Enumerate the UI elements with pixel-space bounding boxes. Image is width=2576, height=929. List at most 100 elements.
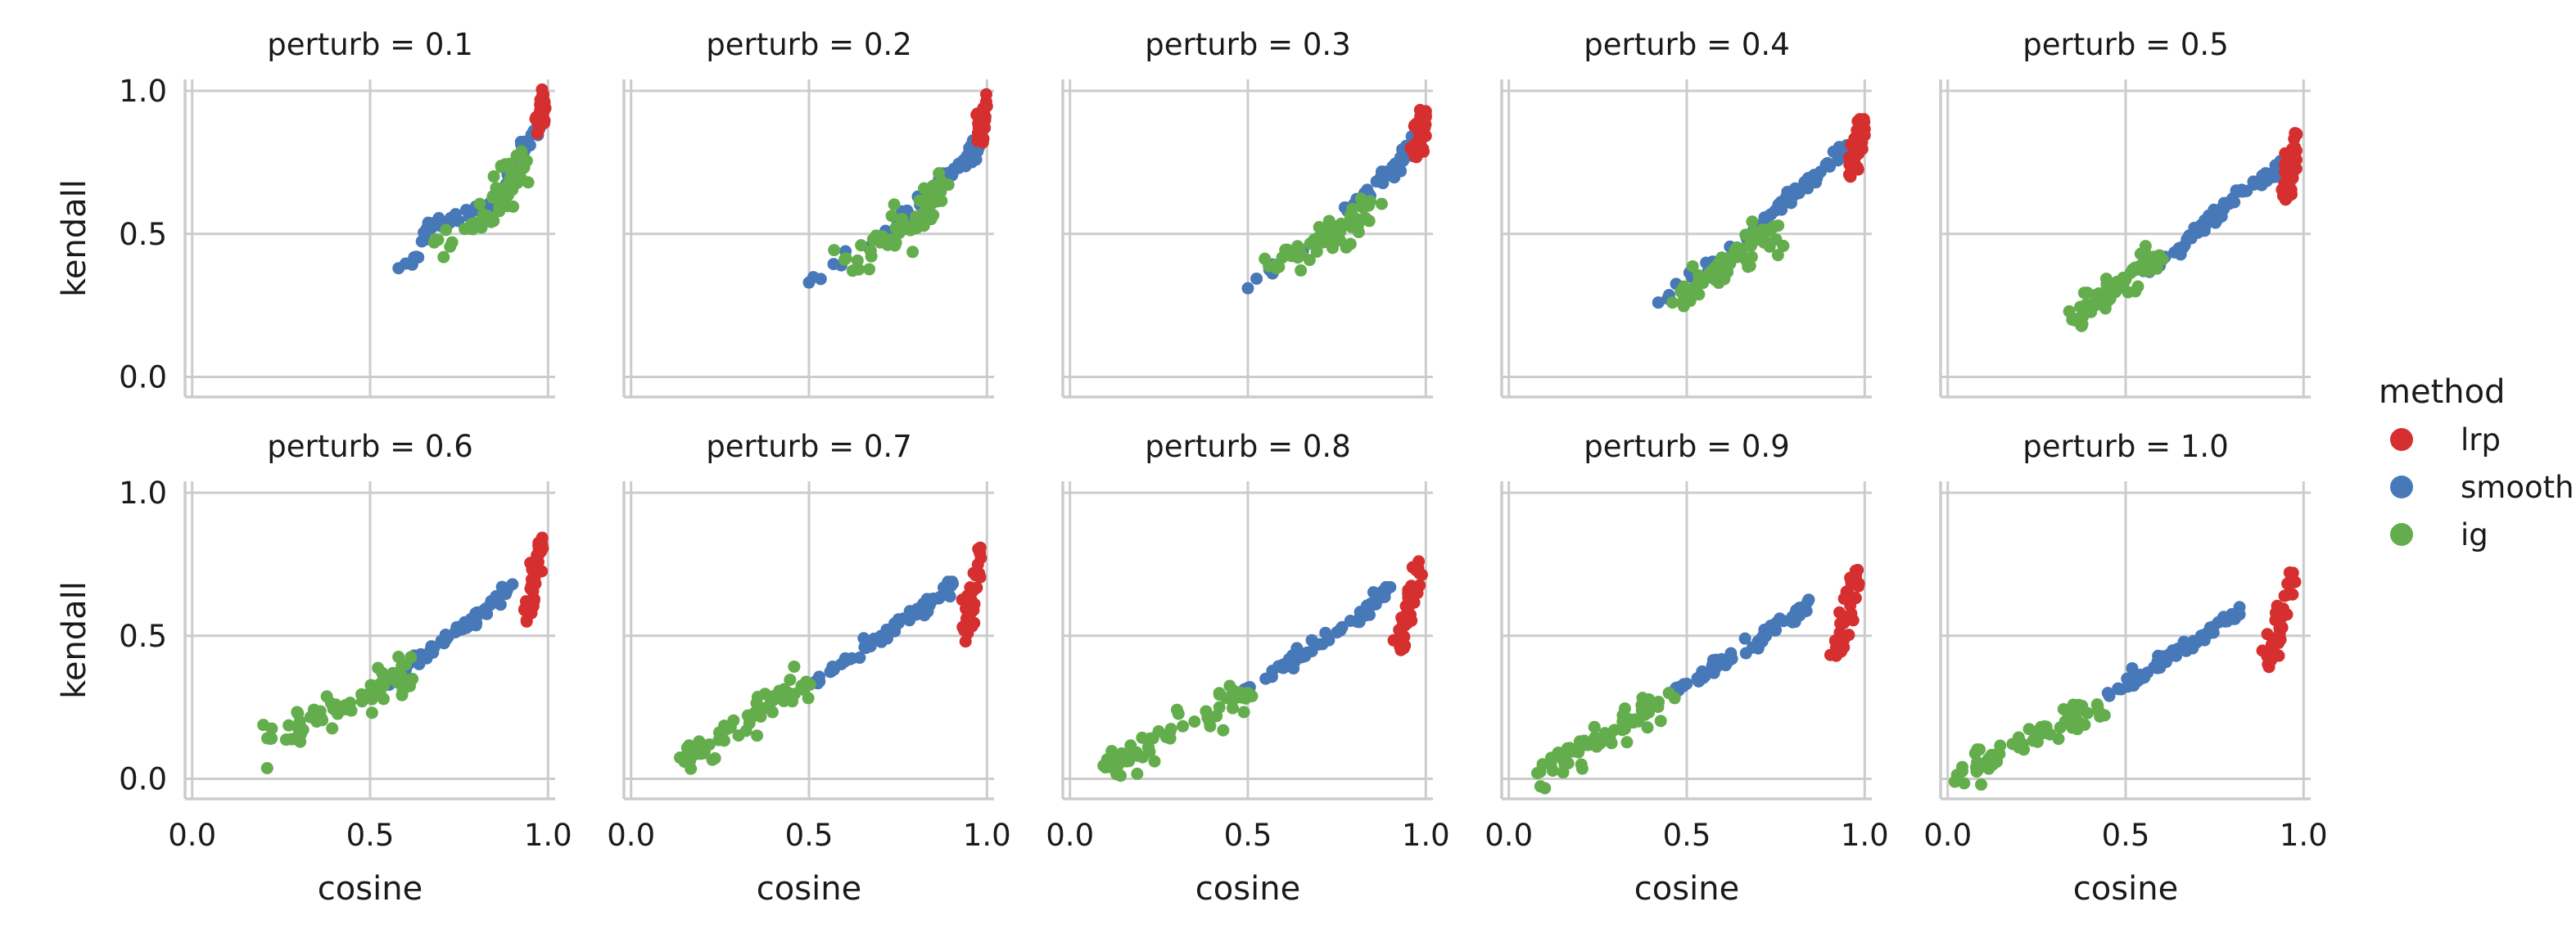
data-point-lrp: [965, 593, 978, 606]
data-point-smooth: [481, 607, 494, 620]
data-point-ig: [1771, 249, 1784, 262]
data-point-lrp: [529, 112, 542, 125]
data-point-ig: [799, 675, 812, 688]
data-point-smooth: [1746, 641, 1759, 654]
data-point-ig: [477, 208, 490, 221]
data-point-ig: [487, 214, 500, 228]
data-point-ig: [1534, 765, 1547, 778]
x-tick-label: 1.0: [963, 818, 1011, 853]
data-point-ig: [1668, 692, 1681, 705]
data-point-ig: [1769, 233, 1783, 246]
data-point-smooth: [2174, 248, 2187, 261]
facet-title: perturb = 0.2: [706, 27, 911, 62]
data-point-ig: [1588, 720, 1601, 733]
data-point-ig: [1226, 701, 1239, 715]
data-point-lrp: [2276, 602, 2289, 616]
data-point-ig: [395, 660, 409, 673]
data-point-smooth: [1319, 626, 1332, 639]
data-point-ig: [1563, 746, 1576, 759]
data-point-smooth: [1241, 282, 1254, 295]
data-point-ig: [372, 661, 385, 674]
data-point-ig: [888, 198, 901, 211]
data-point-ig: [365, 706, 378, 719]
data-point-ig: [331, 707, 344, 720]
data-point-ig: [1334, 225, 1347, 238]
data-point-smooth: [2207, 620, 2220, 634]
data-point-ig: [2079, 304, 2092, 318]
data-point-ig: [714, 728, 727, 741]
data-point-ig: [377, 670, 390, 683]
data-point-smooth: [1392, 159, 1405, 172]
data-point-ig: [1131, 767, 1144, 780]
data-point-ig: [1202, 709, 1215, 722]
data-point-smooth: [1738, 632, 1751, 645]
x-tick-label: 0.0: [168, 818, 216, 853]
data-point-smooth: [1833, 141, 1846, 154]
data-point-ig: [777, 695, 790, 708]
data-point-smooth: [2226, 611, 2239, 624]
data-point-ig: [260, 761, 273, 774]
data-point-lrp: [1845, 607, 1858, 620]
data-point-ig: [1259, 252, 1272, 265]
data-point-ig: [1746, 215, 1759, 228]
data-point-ig: [2070, 314, 2083, 327]
data-point-ig: [698, 746, 711, 760]
data-point-ig: [2018, 743, 2031, 756]
data-point-lrp: [1412, 116, 1425, 129]
data-point-smooth: [881, 632, 894, 645]
data-point-ig: [2057, 702, 2070, 715]
data-point-smooth: [1786, 610, 1799, 623]
data-point-ig: [1745, 239, 1758, 252]
data-point-ig: [1686, 259, 1699, 273]
data-point-ig: [1114, 769, 1128, 782]
data-point-smooth: [1652, 296, 1665, 309]
data-point-ig: [501, 200, 514, 213]
x-axis-label: cosine: [2073, 870, 2178, 908]
data-point-ig: [432, 233, 445, 246]
data-point-ig: [1652, 701, 1665, 714]
data-point-ig: [906, 246, 920, 259]
data-point-ig: [282, 719, 296, 732]
x-tick-label: 1.0: [1402, 818, 1450, 853]
legend-title: method: [2379, 373, 2505, 411]
x-tick-label: 1.0: [2280, 818, 2328, 853]
data-point-ig: [727, 714, 740, 727]
legend-marker-smooth: [2390, 476, 2413, 498]
data-point-ig: [1354, 192, 1367, 205]
data-point-ig: [885, 210, 898, 223]
data-point-lrp: [1845, 155, 1858, 168]
data-point-smooth: [1823, 160, 1836, 173]
data-point-ig: [1291, 250, 1304, 264]
data-point-ig: [1344, 237, 1357, 250]
data-point-ig: [404, 651, 418, 664]
x-tick-label: 1.0: [524, 818, 572, 853]
y-axis-label: kendall: [56, 179, 93, 297]
data-point-smooth: [1296, 648, 1309, 661]
y-tick-label: 0.0: [119, 762, 167, 797]
x-tick-label: 0.5: [346, 818, 395, 853]
data-point-ig: [517, 161, 531, 174]
data-point-smooth: [459, 204, 472, 217]
x-tick-label: 0.5: [785, 818, 834, 853]
data-point-ig: [1772, 219, 1785, 232]
data-point-smooth: [469, 607, 482, 620]
data-point-ig: [1217, 724, 1230, 737]
data-point-ig: [1295, 264, 1308, 277]
data-point-lrp: [1398, 630, 1411, 643]
data-point-smooth: [2115, 683, 2128, 696]
data-point-smooth: [1316, 638, 1329, 651]
data-point-smooth: [1769, 205, 1782, 218]
data-point-lrp: [2285, 142, 2298, 156]
data-point-ig: [1666, 296, 1679, 309]
data-point-ig: [1759, 224, 1772, 237]
data-point-ig: [1692, 288, 1706, 301]
data-point-ig: [365, 679, 378, 692]
data-point-smooth: [1796, 601, 1809, 614]
data-point-smooth: [2184, 637, 2197, 650]
data-point-ig: [291, 706, 304, 719]
data-point-ig: [2081, 286, 2094, 300]
data-point-ig: [864, 244, 877, 257]
data-point-smooth: [490, 590, 503, 603]
data-point-lrp: [532, 536, 545, 549]
data-point-ig: [1720, 264, 1733, 277]
